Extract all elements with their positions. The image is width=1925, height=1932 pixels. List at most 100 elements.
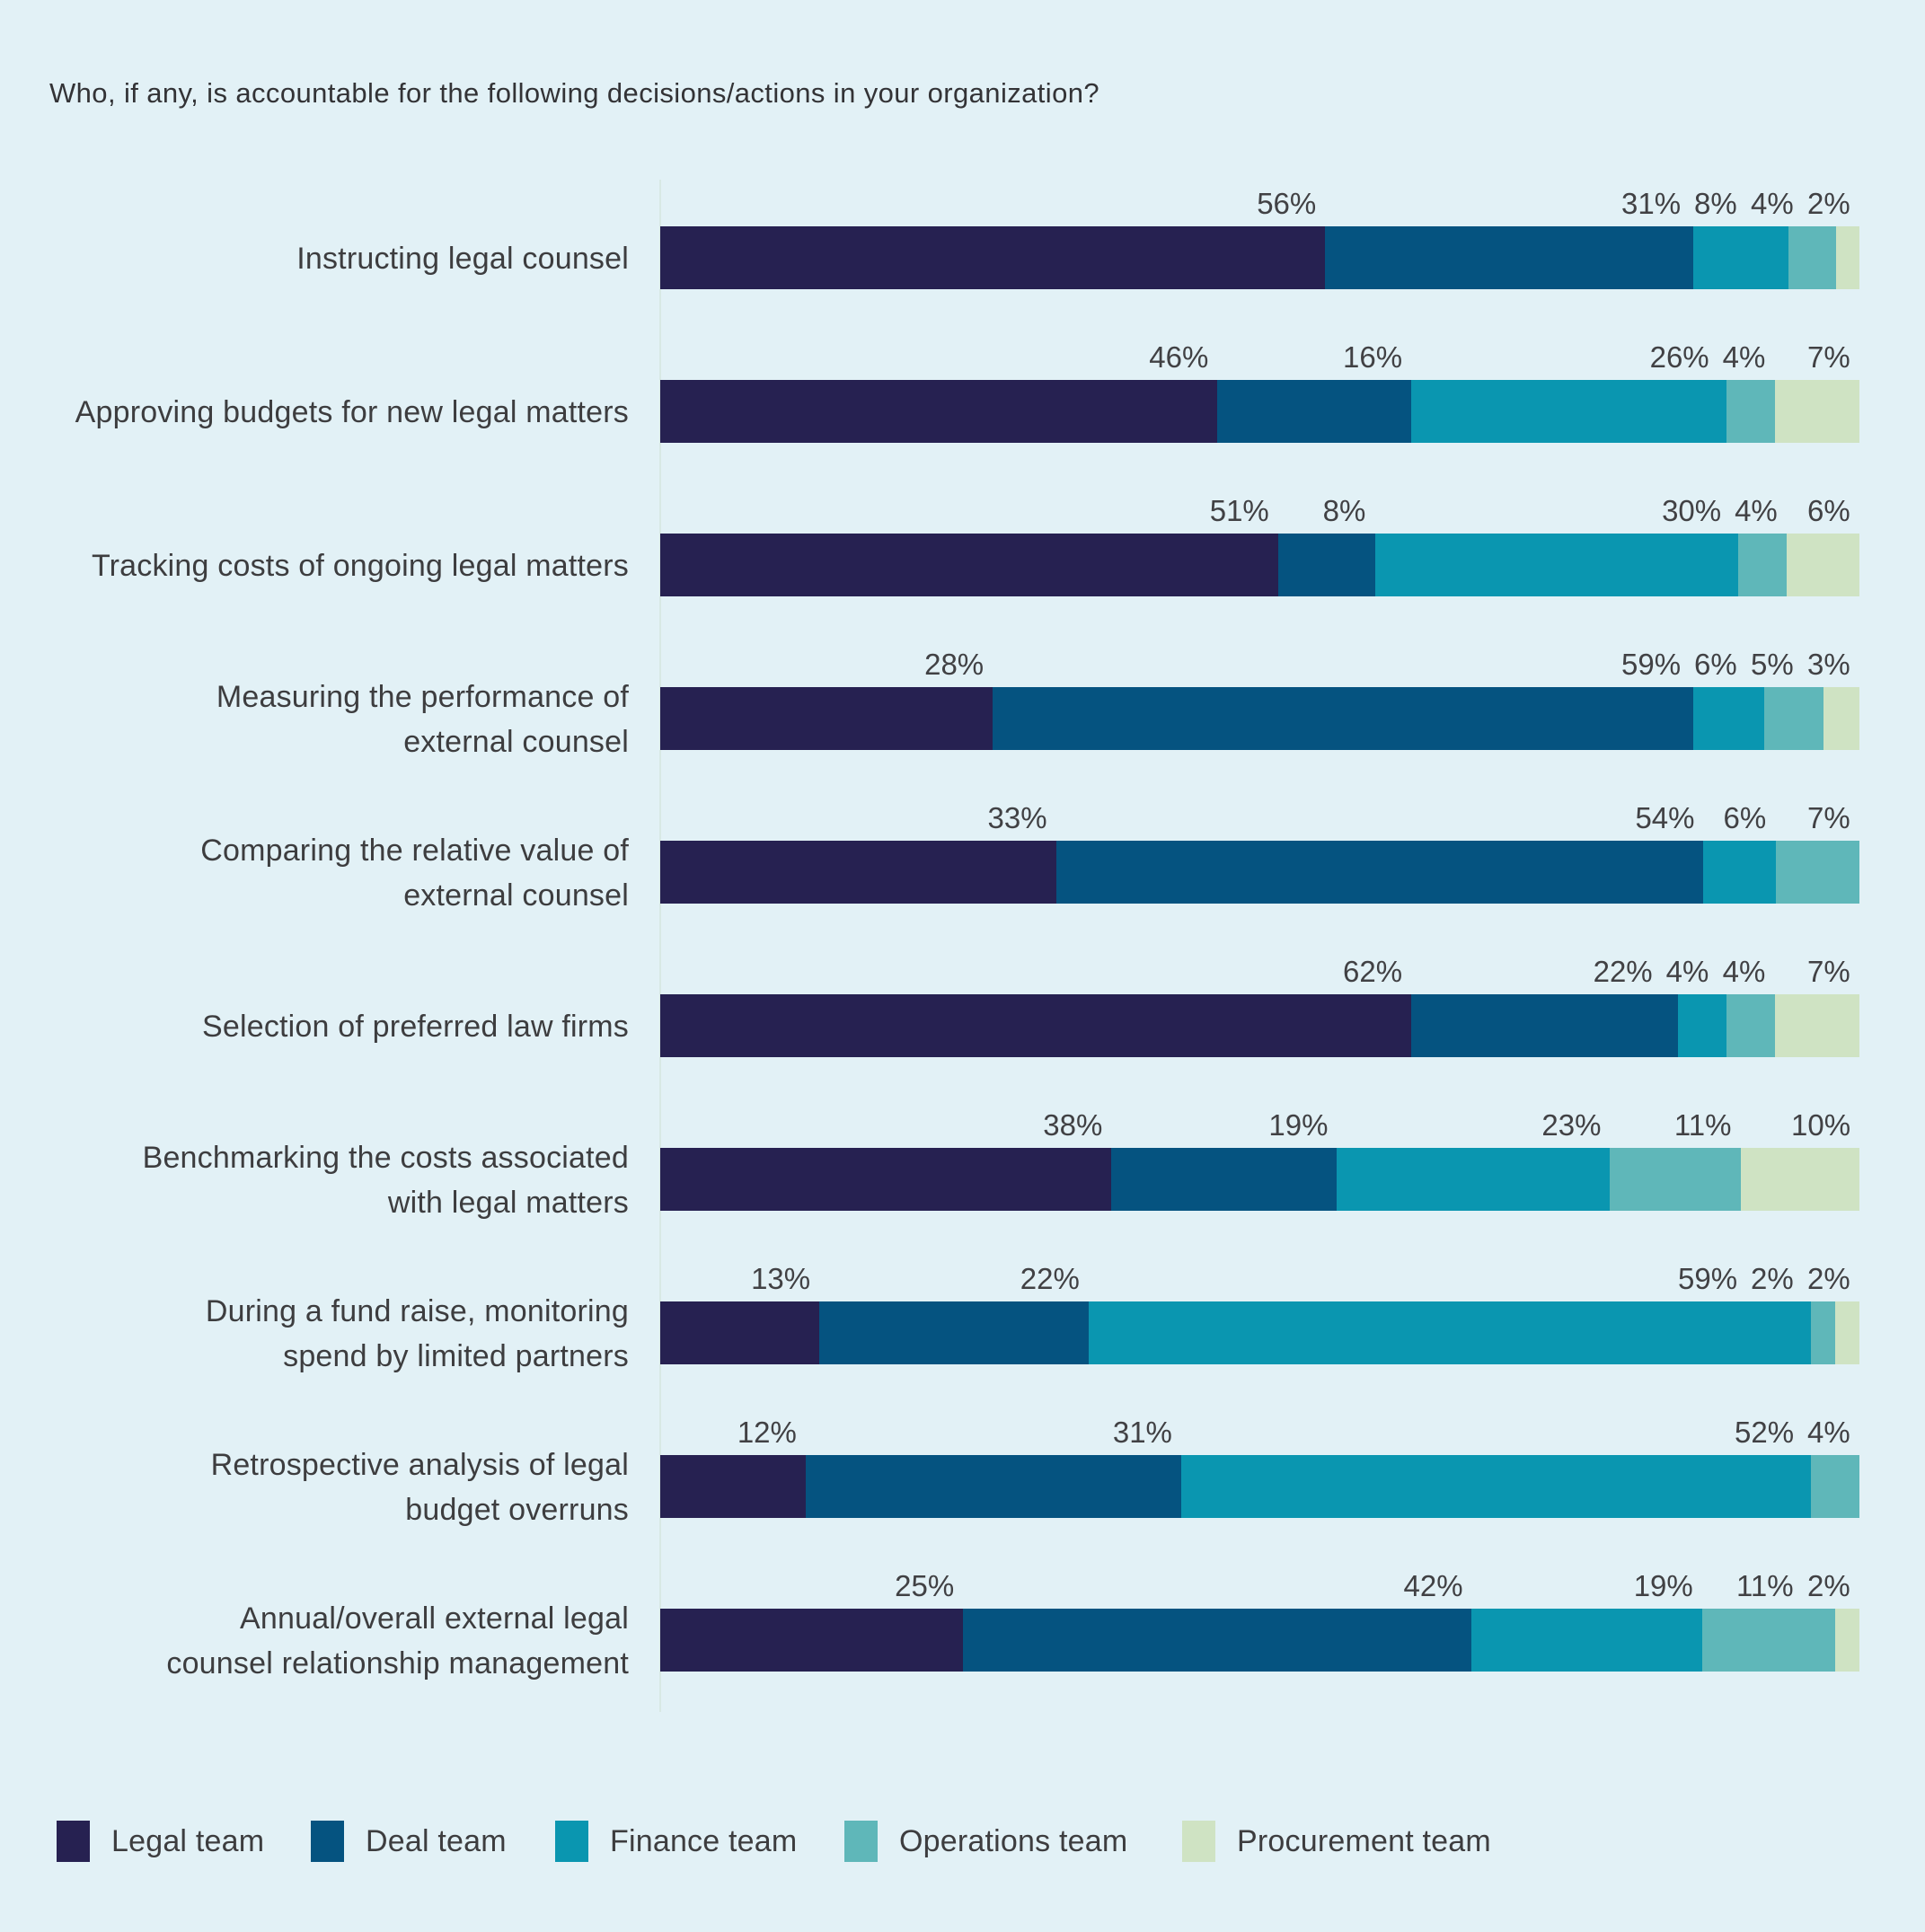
legend-swatch xyxy=(844,1821,878,1862)
legend-label: Legal team xyxy=(111,1823,265,1858)
bar-segment-finance-team xyxy=(1088,1301,1811,1364)
bar-row: Tracking costs of ongoing legal matters 5… xyxy=(0,489,1925,642)
value-label: 2% xyxy=(1807,187,1850,220)
legend-swatch xyxy=(311,1821,344,1862)
value-label: 25% xyxy=(895,1569,955,1602)
value-label: 30% xyxy=(1662,494,1722,527)
bar-segment-finance-team xyxy=(1374,534,1739,596)
bar-track: 13% 22% 59% 2% 2% xyxy=(660,1257,1859,1410)
value-label: 28% xyxy=(924,648,985,681)
value-label: 6% xyxy=(1807,494,1850,527)
value-label: 38% xyxy=(1043,1108,1103,1142)
bar-segment-finance-team xyxy=(1180,1455,1812,1518)
stacked-bar xyxy=(660,534,1859,596)
bar-segment-legal-team xyxy=(660,534,1278,596)
bar-segment-deal-team xyxy=(1411,994,1678,1057)
bar-segment-operations-team xyxy=(1726,380,1775,443)
y-axis-line xyxy=(659,180,661,1712)
bar-row: During a fund raise, monitoring spend by… xyxy=(0,1257,1925,1410)
value-label: 4% xyxy=(1751,187,1794,220)
bar-segment-deal-team xyxy=(993,687,1693,750)
bar-segment-legal-team xyxy=(660,1301,820,1364)
legend-swatch xyxy=(1182,1821,1215,1862)
value-label: 26% xyxy=(1649,340,1709,374)
bar-segment-deal-team xyxy=(1055,841,1704,904)
value-label: 13% xyxy=(751,1262,811,1295)
bar-row: Measuring the performance of external co… xyxy=(0,642,1925,796)
bar-segment-legal-team xyxy=(660,1455,806,1518)
category-label: Annual/overall external legal counsel re… xyxy=(166,1601,629,1681)
category-label: Selection of preferred law firms xyxy=(201,1009,629,1044)
legend-label: Finance team xyxy=(610,1823,798,1858)
value-label: 2% xyxy=(1751,1262,1794,1295)
legend-item-deal-team: Deal team xyxy=(311,1818,507,1865)
value-label: 54% xyxy=(1635,801,1695,834)
bar-rows: Instructing legal counsel 56% 31% 8% 4% 2% App… xyxy=(0,181,1925,1717)
bar-segment-deal-team xyxy=(963,1609,1472,1672)
bar-track: 33% 54% 6% 7% xyxy=(660,796,1859,949)
chart-title: Who, if any, is accountable for the foll… xyxy=(49,77,1099,109)
value-label: 19% xyxy=(1268,1108,1329,1142)
value-label: 2% xyxy=(1807,1262,1850,1295)
value-label: 62% xyxy=(1343,955,1403,988)
legend-item-finance-team: Finance team xyxy=(555,1818,797,1865)
bar-segment-legal-team xyxy=(660,380,1218,443)
bar-segment-legal-team xyxy=(660,687,993,750)
bar-track: 28% 59% 6% 5% 3% xyxy=(660,642,1859,796)
bar-segment-legal-team xyxy=(660,226,1326,289)
bar-segment-procurement-team xyxy=(1835,226,1860,289)
stacked-bar xyxy=(660,1609,1859,1672)
bar-segment-finance-team xyxy=(1471,1609,1702,1672)
value-label: 7% xyxy=(1807,955,1850,988)
bar-track: 56% 31% 8% 4% 2% xyxy=(660,181,1860,335)
bar-track: 51% 8% 30% 4% 6% xyxy=(660,489,1859,642)
value-label: 8% xyxy=(1694,187,1737,220)
value-label: 56% xyxy=(1257,187,1317,220)
category-label: Retrospective analysis of legal budget o… xyxy=(210,1447,629,1527)
bar-segment-operations-team xyxy=(1764,687,1824,750)
bar-segment-procurement-team xyxy=(1823,687,1859,750)
value-label: 4% xyxy=(1722,340,1766,374)
value-label: 3% xyxy=(1807,648,1850,681)
legend-swatch xyxy=(555,1821,588,1862)
bar-segment-operations-team xyxy=(1738,534,1788,596)
category-label: Comparing the relative value of external… xyxy=(200,833,629,913)
stacked-bar xyxy=(660,994,1859,1057)
value-label: 7% xyxy=(1807,340,1850,374)
bar-segment-finance-team xyxy=(1692,226,1788,289)
value-label: 5% xyxy=(1751,648,1794,681)
bar-row: Comparing the relative value of external… xyxy=(0,796,1925,949)
bar-segment-procurement-team xyxy=(1787,534,1859,596)
bar-segment-operations-team xyxy=(1811,1455,1859,1518)
value-label: 51% xyxy=(1209,494,1269,527)
bar-segment-operations-team xyxy=(1810,1301,1835,1364)
bar-track: 38% 19% 23% 11% 10% xyxy=(660,1103,1859,1257)
value-label: 22% xyxy=(1593,955,1653,988)
legend-item-operations-team: Operations team xyxy=(844,1818,1127,1865)
value-label: 12% xyxy=(737,1416,797,1449)
bar-segment-legal-team xyxy=(660,1609,964,1672)
bar-segment-procurement-team xyxy=(1774,380,1859,443)
bar-segment-procurement-team xyxy=(1740,1148,1859,1211)
bar-segment-procurement-team xyxy=(1834,1301,1859,1364)
stacked-bar xyxy=(660,1455,1859,1518)
stacked-bar xyxy=(660,1148,1859,1211)
value-label: 19% xyxy=(1633,1569,1693,1602)
stacked-bar xyxy=(660,687,1859,750)
bar-row: Selection of preferred law firms 62% 22% 4%… xyxy=(0,949,1925,1103)
bar-segment-operations-team xyxy=(1610,1148,1741,1211)
legend-item-procurement-team: Procurement team xyxy=(1182,1818,1491,1865)
value-label: 8% xyxy=(1322,494,1366,527)
value-label: 7% xyxy=(1807,801,1850,834)
bar-segment-operations-team xyxy=(1726,994,1775,1057)
bar-segment-procurement-team xyxy=(1835,1609,1859,1672)
bar-segment-finance-team xyxy=(1411,380,1726,443)
value-label: 52% xyxy=(1735,1416,1795,1449)
legend: Legal team Deal team Finance team Operation… xyxy=(0,1818,1925,1875)
bar-segment-finance-team xyxy=(1692,687,1765,750)
category-label: Approving budgets for new legal matters xyxy=(75,394,629,429)
bar-segment-deal-team xyxy=(1111,1148,1338,1211)
value-label: 42% xyxy=(1403,1569,1463,1602)
bar-row: Instructing legal counsel 56% 31% 8% 4% 2% xyxy=(0,181,1925,335)
stacked-bar xyxy=(660,1301,1859,1364)
